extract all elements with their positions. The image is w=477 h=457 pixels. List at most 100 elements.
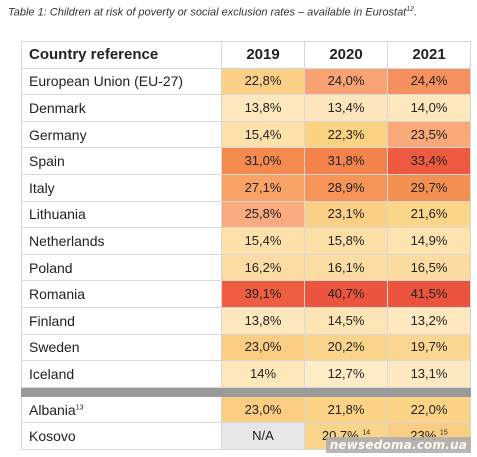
header-2021: 2021 (387, 41, 471, 69)
table-caption: Table 1: Children at risk of poverty or … (8, 6, 470, 19)
table-row: Finland 13,8% 14,5% 13,2% (21, 306, 471, 335)
table-row: Albania13 23,0% 21,8% 22,0% (21, 395, 471, 424)
rate-value: 16,2% (244, 259, 282, 275)
country-name: Lithuania (29, 206, 86, 223)
separator-row (21, 386, 471, 397)
country-cell: Iceland (21, 360, 222, 388)
rate-value: 22,0% (410, 401, 448, 417)
table-row: Denmark 13,8% 13,4% 14,0% (21, 94, 471, 122)
rate-value: 13,4% (327, 99, 365, 115)
rate-value: 13,2% (410, 312, 448, 328)
rate-value: 24,0% (327, 73, 365, 89)
country-cell: Romania (21, 280, 222, 308)
table-row: Germany 15,4% 22,3% 23,5% (21, 120, 471, 149)
value-cell: 23,0% (221, 395, 305, 424)
value-cell: 13,8% (221, 306, 305, 335)
value-cell: 23,1% (304, 200, 388, 229)
table-row: Netherlands 15,4% 15,8% 14,9% (21, 227, 471, 255)
rate-value: 14% (249, 365, 277, 381)
country-cell: Poland (21, 253, 222, 282)
country-cell: Finland (21, 306, 222, 335)
value-cell: 31,0% (221, 147, 305, 175)
value-cell: 22,0% (387, 395, 471, 424)
rate-value: 23,0% (244, 401, 282, 417)
country-name: Spain (29, 153, 65, 170)
rate-value: 15,4% (244, 232, 282, 248)
value-cell: 13,4% (304, 94, 388, 122)
value-cell: 15,4% (221, 120, 305, 149)
rate-value: 13,8% (244, 312, 282, 328)
poverty-rates-table: Country reference 2019 2020 2021 Europea… (21, 41, 471, 450)
value-cell: 24,4% (387, 67, 471, 96)
country-name: Romania (29, 286, 86, 303)
table-row: European Union (EU-27) 22,8% 24,0% 24,4% (21, 67, 471, 96)
value-cell: 16,1% (304, 253, 388, 282)
value-cell: 29,7% (387, 173, 471, 202)
caption-footnote-ref: 12 (406, 6, 415, 13)
country-name: Kosovo (29, 428, 76, 445)
table-row: Lithuania 25,8% 23,1% 21,6% (21, 200, 471, 229)
country-cell: Germany (21, 120, 222, 149)
value-cell: 19,7% (387, 333, 471, 362)
value-cell: 15,8% (304, 227, 388, 255)
rate-value: 23,0% (244, 339, 282, 355)
value-cell: 21,8% (304, 395, 388, 424)
country-name: Iceland (29, 365, 75, 382)
value-cell: 31,8% (304, 147, 388, 175)
table-row: Italy 27,1% 28,9% 29,7% (21, 173, 471, 202)
value-cell: 27,1% (221, 173, 305, 202)
footnote-ref: 15 (439, 429, 448, 437)
country-name: Finland (29, 312, 75, 329)
rate-value: 22,8% (244, 73, 282, 89)
value-cell: 33,4% (387, 147, 471, 175)
value-cell: 24,0% (304, 67, 388, 96)
country-cell: Albania13 (21, 395, 222, 424)
value-cell: 40,7% (304, 280, 388, 308)
value-cell: 23,5% (387, 120, 471, 149)
watermark: newsedoma.com.ua (325, 437, 471, 453)
value-cell: N/A (221, 422, 305, 450)
value-cell: 20,2% (304, 333, 388, 362)
rate-value: 31,0% (244, 153, 282, 169)
rate-value: 39,1% (244, 286, 282, 302)
rate-value: 29,7% (410, 179, 448, 195)
value-cell: 41,5% (387, 280, 471, 308)
country-cell: Netherlands (21, 227, 222, 255)
value-cell: 13,2% (387, 306, 471, 335)
country-name: Sweden (29, 339, 80, 356)
rate-value: 24,4% (410, 73, 448, 89)
value-cell: 15,4% (221, 227, 305, 255)
rate-value: 16,5% (410, 259, 448, 275)
value-cell: 23,0% (221, 333, 305, 362)
value-cell: 21,6% (387, 200, 471, 229)
rate-value: 23,1% (327, 206, 365, 222)
header-2019: 2019 (221, 41, 305, 69)
country-cell: Spain (21, 147, 222, 175)
country-name: Albania (29, 401, 76, 418)
rate-value: 14,0% (410, 99, 448, 115)
value-cell: 22,3% (304, 120, 388, 149)
country-name: Italy (29, 179, 55, 196)
rate-value: 13,8% (244, 99, 282, 115)
country-cell: Denmark (21, 94, 222, 122)
rate-value: N/A (252, 428, 274, 444)
caption-text: Table 1: Children at risk of poverty or … (8, 6, 407, 19)
rate-value: 15,8% (327, 232, 365, 248)
value-cell: 22,8% (221, 67, 305, 96)
rate-value: 33,4% (410, 153, 448, 169)
rate-value: 13,1% (410, 365, 448, 381)
rate-value: 15,4% (244, 126, 282, 142)
value-cell: 13,8% (221, 94, 305, 122)
table-header-row: Country reference 2019 2020 2021 (21, 41, 471, 69)
country-cell: Italy (21, 173, 222, 202)
rate-value: 12,7% (327, 365, 365, 381)
value-cell: 14,0% (387, 94, 471, 122)
country-cell: Lithuania (21, 200, 222, 229)
table-row: Spain 31,0% 31,8% 33,4% (21, 147, 471, 175)
country-cell: European Union (EU-27) (21, 67, 222, 96)
footnote-ref: 14 (362, 429, 371, 437)
caption-suffix: . (414, 6, 418, 19)
rate-value: 22,3% (327, 126, 365, 142)
rate-value: 21,6% (410, 206, 448, 222)
country-name: Germany (29, 126, 87, 143)
